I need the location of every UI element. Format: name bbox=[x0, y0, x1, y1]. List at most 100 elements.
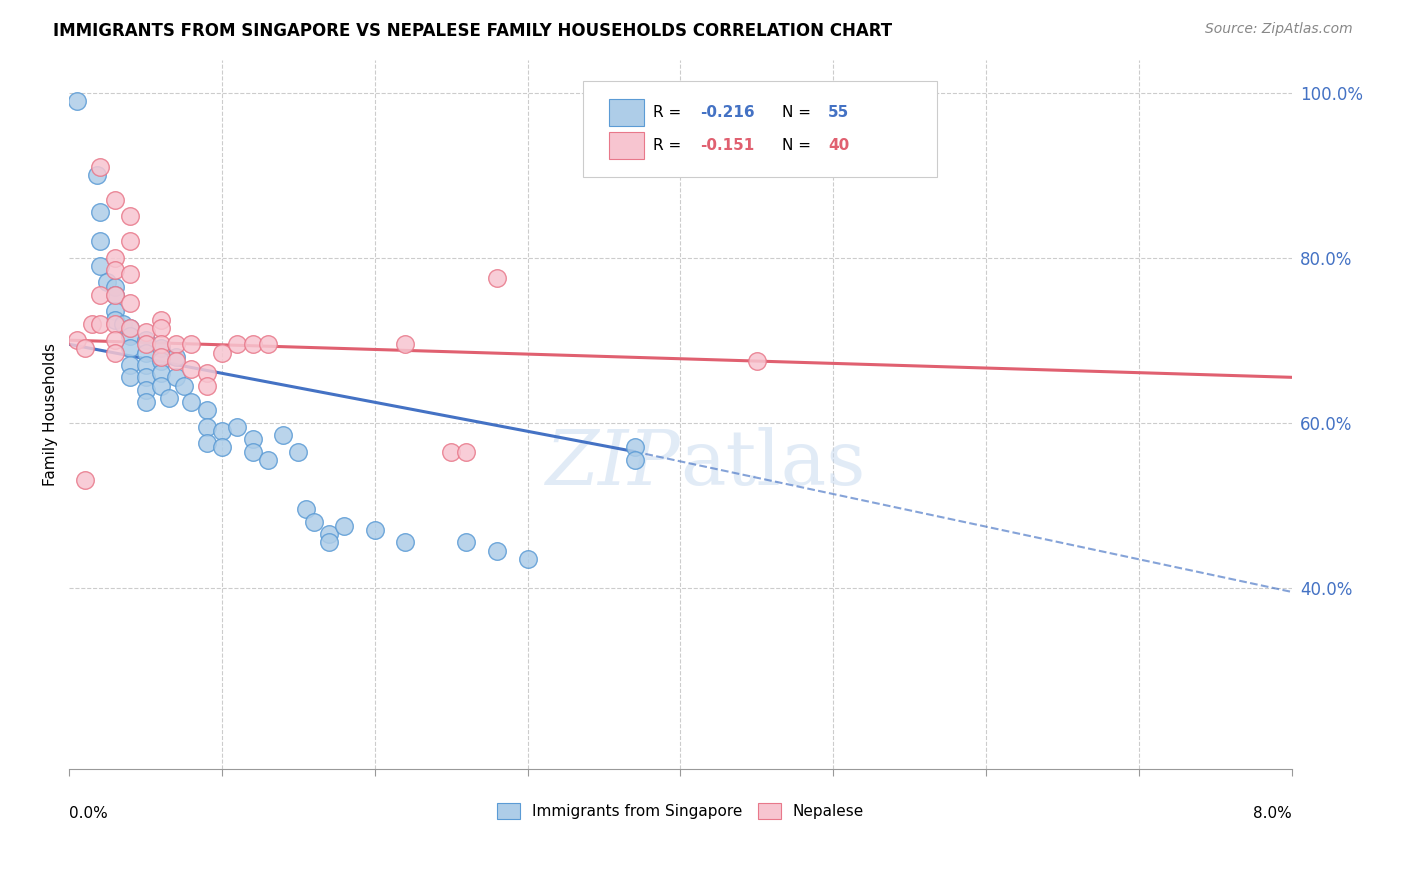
Point bbox=[149, 342, 172, 356]
Point bbox=[242, 444, 264, 458]
Text: -0.151: -0.151 bbox=[700, 138, 754, 153]
Point bbox=[86, 168, 108, 182]
Point bbox=[120, 342, 142, 356]
Point bbox=[486, 271, 509, 285]
Point bbox=[195, 366, 218, 380]
Point bbox=[104, 263, 127, 277]
Text: 55: 55 bbox=[828, 104, 849, 120]
Point bbox=[73, 474, 96, 488]
Point bbox=[89, 287, 111, 301]
Point bbox=[104, 193, 127, 207]
Point bbox=[149, 366, 172, 380]
Point bbox=[120, 296, 142, 310]
Point bbox=[120, 234, 142, 248]
Point bbox=[135, 325, 157, 339]
Point bbox=[195, 403, 218, 417]
Point bbox=[149, 353, 172, 368]
Point bbox=[149, 312, 172, 326]
Text: R =: R = bbox=[654, 104, 686, 120]
Point bbox=[257, 337, 280, 351]
FancyBboxPatch shape bbox=[582, 81, 936, 177]
Point bbox=[394, 535, 416, 549]
Point bbox=[394, 337, 416, 351]
Point bbox=[318, 527, 340, 541]
Point bbox=[135, 358, 157, 372]
Point bbox=[104, 345, 127, 359]
Point bbox=[226, 420, 249, 434]
Point bbox=[135, 383, 157, 397]
Point bbox=[242, 432, 264, 446]
Point bbox=[82, 317, 104, 331]
Point bbox=[456, 444, 478, 458]
Point bbox=[104, 312, 127, 326]
Point bbox=[165, 350, 187, 364]
Text: 0.0%: 0.0% bbox=[69, 806, 108, 822]
Point bbox=[745, 353, 768, 368]
Point bbox=[120, 210, 142, 224]
Point bbox=[180, 362, 202, 376]
Point bbox=[364, 523, 387, 537]
Point bbox=[135, 345, 157, 359]
Text: -0.216: -0.216 bbox=[700, 104, 755, 120]
Point bbox=[89, 317, 111, 331]
Point bbox=[104, 287, 127, 301]
Point bbox=[104, 251, 127, 265]
Point bbox=[157, 391, 180, 405]
Point bbox=[226, 337, 249, 351]
Point bbox=[120, 267, 142, 281]
Point bbox=[135, 370, 157, 384]
Point bbox=[516, 552, 538, 566]
Point bbox=[66, 333, 89, 347]
Point bbox=[120, 320, 142, 334]
Point bbox=[120, 358, 142, 372]
Text: ZIP: ZIP bbox=[546, 427, 681, 501]
Legend: Immigrants from Singapore, Nepalese: Immigrants from Singapore, Nepalese bbox=[491, 797, 870, 825]
Point bbox=[89, 160, 111, 174]
Point bbox=[135, 337, 157, 351]
Point bbox=[271, 428, 294, 442]
Point bbox=[456, 535, 478, 549]
Text: Source: ZipAtlas.com: Source: ZipAtlas.com bbox=[1205, 22, 1353, 37]
Point bbox=[89, 205, 111, 219]
Point bbox=[89, 259, 111, 273]
Point bbox=[104, 317, 127, 331]
Point bbox=[149, 378, 172, 392]
Point bbox=[295, 502, 318, 516]
Point bbox=[96, 276, 118, 290]
FancyBboxPatch shape bbox=[609, 132, 644, 159]
Point bbox=[66, 94, 89, 108]
Point bbox=[242, 337, 264, 351]
Point bbox=[195, 436, 218, 450]
Y-axis label: Family Households: Family Households bbox=[44, 343, 58, 486]
Point bbox=[180, 337, 202, 351]
Point bbox=[486, 543, 509, 558]
Point bbox=[302, 515, 325, 529]
Point bbox=[73, 342, 96, 356]
Point bbox=[104, 287, 127, 301]
Point bbox=[211, 441, 233, 455]
Point bbox=[318, 535, 340, 549]
Point bbox=[120, 329, 142, 343]
FancyBboxPatch shape bbox=[609, 99, 644, 126]
Text: 8.0%: 8.0% bbox=[1253, 806, 1292, 822]
Point bbox=[149, 337, 172, 351]
Point bbox=[149, 350, 172, 364]
Point bbox=[173, 378, 195, 392]
Point bbox=[104, 333, 127, 347]
Point bbox=[180, 395, 202, 409]
Point bbox=[135, 333, 157, 347]
Point bbox=[287, 444, 309, 458]
Point bbox=[257, 453, 280, 467]
Point bbox=[440, 444, 463, 458]
Point bbox=[165, 353, 187, 368]
Point bbox=[149, 320, 172, 334]
Point bbox=[82, 804, 104, 818]
Point bbox=[104, 279, 127, 293]
Point bbox=[104, 304, 127, 318]
Point bbox=[89, 234, 111, 248]
Point bbox=[135, 395, 157, 409]
Point bbox=[333, 519, 356, 533]
Point bbox=[165, 370, 187, 384]
Text: 40: 40 bbox=[828, 138, 849, 153]
Point bbox=[111, 317, 134, 331]
